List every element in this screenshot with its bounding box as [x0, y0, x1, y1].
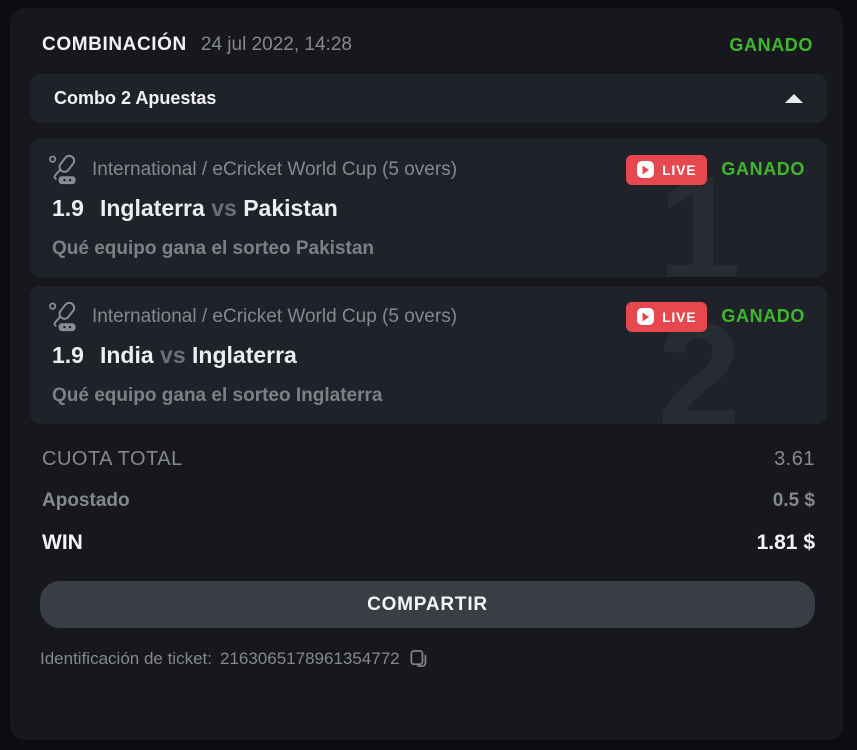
combo-label: Combo 2 Apuestas — [54, 88, 217, 108]
live-label: LIVE — [662, 308, 697, 325]
total-odds-label: CUOTA TOTAL — [42, 448, 183, 470]
odds-value: 1.9 — [52, 342, 84, 368]
pick-row: 1.9 Inglaterra vs Pakistan — [52, 195, 805, 222]
bet-status-badge: GANADO — [721, 159, 805, 179]
ticket-header: COMBINACIÓN 24 jul 2022, 14:28 GANADO — [10, 8, 843, 56]
home-team: India — [99, 342, 154, 368]
market-description: Qué equipo gana el sorteo Pakistan — [52, 238, 375, 259]
ecricket-icon — [49, 154, 76, 185]
vs-label: vs — [160, 342, 186, 368]
ticket-status-badge: GANADO — [729, 34, 813, 55]
live-badge: LIVE — [626, 154, 708, 185]
live-play-icon — [637, 161, 655, 178]
ticket-id-row: Identificación de ticket: 21630651789613… — [40, 648, 843, 669]
share-button[interactable]: COMPARTIR — [40, 581, 815, 628]
stake-label: Apostado — [42, 490, 130, 511]
pick-row: 1.9 India vs Inglaterra — [52, 342, 805, 369]
home-team: Inglaterra — [99, 195, 205, 221]
vs-label: vs — [211, 195, 237, 221]
collapse-up-icon — [785, 94, 803, 103]
copy-ticket-id-button[interactable] — [408, 648, 429, 669]
copy-icon — [410, 650, 426, 667]
totals-section: CUOTA TOTAL 3.61 Apostado 0.5 $ WIN 1.81… — [10, 424, 843, 555]
league-row: International / eCricket World Cup (5 ov… — [46, 154, 457, 185]
bet-status-badge: GANADO — [721, 306, 805, 326]
ticket-id-value: 2163065178961354772 — [219, 648, 400, 668]
stake-value: 0.5 $ — [772, 490, 815, 511]
market-description: Qué equipo gana el sorteo Inglaterra — [52, 385, 383, 406]
league-name: International / eCricket World Cup (5 ov… — [92, 158, 458, 180]
league-row: International / eCricket World Cup (5 ov… — [46, 301, 457, 332]
league-name: International / eCricket World Cup (5 ov… — [92, 305, 458, 327]
odds-value: 1.9 — [52, 195, 84, 221]
live-play-icon — [637, 308, 655, 325]
win-label: WIN — [42, 531, 83, 554]
bet-ticket-card: COMBINACIÓN 24 jul 2022, 14:28 GANADO Co… — [10, 8, 843, 740]
ecricket-icon — [49, 301, 76, 332]
win-value: 1.81 $ — [756, 531, 815, 554]
bet-item-1: 1 International / eCricket World Cup (5 … — [30, 139, 827, 277]
combo-toggle-bar[interactable]: Combo 2 Apuestas — [30, 74, 827, 123]
live-badge: LIVE — [626, 301, 708, 332]
away-team: Inglaterra — [192, 342, 297, 368]
bet-item-2: 2 International / eCricket World Cup (5 … — [30, 286, 827, 424]
ticket-id-label: Identificación de ticket: — [40, 648, 212, 668]
ticket-type-label: COMBINACIÓN — [42, 34, 187, 55]
live-label: LIVE — [662, 161, 697, 178]
away-team: Pakistan — [243, 195, 338, 221]
total-odds-value: 3.61 — [774, 448, 815, 470]
ticket-date: 24 jul 2022, 14:28 — [200, 34, 352, 55]
